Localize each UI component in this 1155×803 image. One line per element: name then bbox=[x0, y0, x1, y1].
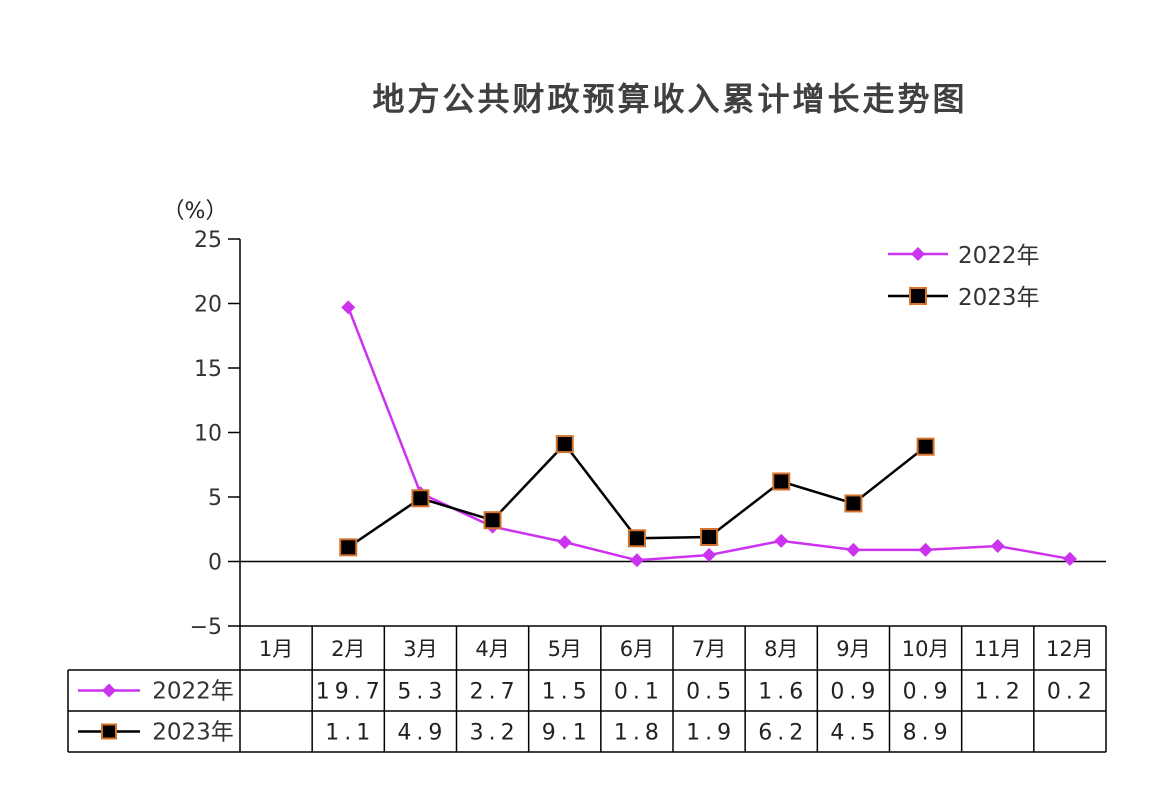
y-tick-label: 5 bbox=[208, 486, 222, 511]
table-cell: 4.9 bbox=[397, 721, 447, 746]
table-cell: 2.7 bbox=[470, 680, 520, 705]
month-label: 2月 bbox=[331, 637, 365, 661]
data-point bbox=[844, 494, 863, 513]
table-cell: 1.8 bbox=[614, 721, 664, 746]
month-label: 3月 bbox=[403, 637, 437, 661]
month-label: 4月 bbox=[475, 637, 509, 661]
data-point bbox=[772, 472, 791, 491]
series-2022年 bbox=[341, 300, 1077, 568]
table-cell: 9.1 bbox=[542, 721, 592, 746]
data-point bbox=[557, 535, 572, 550]
data-point bbox=[918, 542, 933, 557]
legend-marker bbox=[909, 287, 927, 305]
table-cell: 19.7 bbox=[316, 680, 385, 705]
legend-label: 2023年 bbox=[958, 285, 1040, 311]
table-legend-marker bbox=[101, 723, 117, 740]
table-cell: 1.6 bbox=[758, 680, 808, 705]
data-point bbox=[629, 553, 644, 568]
data-point bbox=[483, 511, 502, 530]
month-label: 7月 bbox=[692, 637, 726, 661]
month-label: 12月 bbox=[1046, 637, 1094, 661]
table-cell: 0.9 bbox=[903, 680, 953, 705]
table-cell: 1.5 bbox=[542, 680, 592, 705]
table-cell: 5.3 bbox=[397, 680, 447, 705]
table-cell: 0.1 bbox=[614, 680, 664, 705]
series-2023年 bbox=[339, 435, 935, 557]
table-cell: 1.2 bbox=[975, 680, 1025, 705]
data-point bbox=[1062, 551, 1077, 566]
table-legend-marker bbox=[102, 683, 116, 698]
month-label: 8月 bbox=[764, 637, 798, 661]
data-point bbox=[990, 539, 1005, 554]
data-point bbox=[774, 533, 789, 548]
table-cell: 0.2 bbox=[1047, 680, 1097, 705]
month-label: 10月 bbox=[902, 637, 950, 661]
table-cell: 0.5 bbox=[686, 680, 736, 705]
y-tick-label: 10 bbox=[194, 422, 222, 447]
table-cell: 6.2 bbox=[758, 721, 808, 746]
y-tick-label: 15 bbox=[194, 357, 222, 382]
month-label: 1月 bbox=[259, 637, 293, 661]
series-line bbox=[347, 306, 1071, 562]
axes: −5 0 5 10 15 20 25 bbox=[190, 228, 1106, 640]
data-point bbox=[411, 489, 430, 508]
series-layer bbox=[339, 300, 1077, 568]
table-cell: 1.1 bbox=[325, 721, 375, 746]
table-series-label: 2023年 bbox=[152, 720, 234, 746]
data-point bbox=[916, 437, 935, 456]
data-table: 1月 2月 3月 4月 5月 6月 7月 8月 9月 10月 11月 12月 2022年 19.7 5.3 2… bbox=[67, 625, 1107, 753]
table-cell: 1.9 bbox=[686, 721, 736, 746]
y-tick-label: 20 bbox=[194, 293, 222, 318]
legend: 2022年 2023年 bbox=[888, 243, 1040, 311]
data-point bbox=[339, 538, 358, 557]
data-point bbox=[555, 435, 574, 454]
y-tick-label: −5 bbox=[190, 615, 222, 640]
chart-title: 地方公共财政预算收入累计增长走势图 bbox=[372, 80, 967, 118]
table-cell: 4.5 bbox=[830, 721, 880, 746]
table-cell: 8.9 bbox=[903, 721, 953, 746]
data-point bbox=[846, 542, 861, 557]
month-label: 9月 bbox=[836, 637, 870, 661]
month-label: 5月 bbox=[548, 637, 582, 661]
table-cell: 3.2 bbox=[470, 721, 520, 746]
data-point bbox=[627, 529, 646, 548]
table-series-label: 2022年 bbox=[152, 679, 234, 705]
data-point bbox=[702, 548, 717, 563]
y-tick-label: 25 bbox=[194, 228, 222, 253]
month-label: 11月 bbox=[974, 637, 1022, 661]
month-label: 6月 bbox=[620, 637, 654, 661]
table-cell: 0.9 bbox=[830, 680, 880, 705]
data-point bbox=[700, 527, 719, 546]
legend-label: 2022年 bbox=[958, 243, 1040, 269]
legend-marker bbox=[911, 247, 925, 261]
data-point bbox=[341, 300, 356, 315]
y-tick-label: 0 bbox=[208, 551, 222, 576]
y-axis-unit: （%） bbox=[163, 199, 228, 224]
